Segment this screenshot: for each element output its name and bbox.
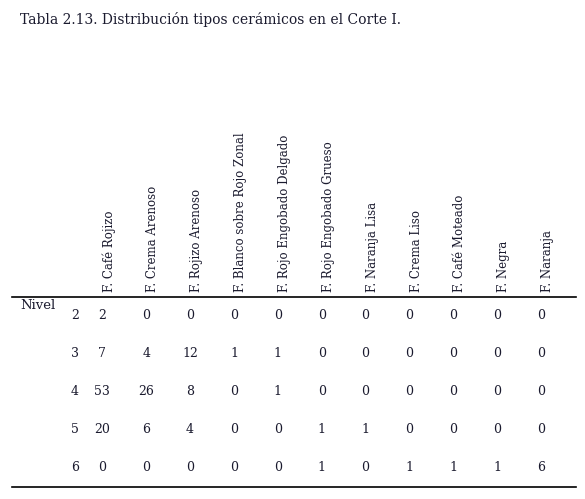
Text: 4: 4 — [142, 347, 150, 360]
Text: 0: 0 — [318, 347, 326, 360]
Text: 7: 7 — [98, 347, 106, 360]
Text: 0: 0 — [318, 385, 326, 398]
Text: 8: 8 — [186, 385, 194, 398]
Text: 1: 1 — [274, 347, 282, 360]
Text: 0: 0 — [405, 423, 414, 436]
Text: 0: 0 — [537, 347, 545, 360]
Text: 0: 0 — [274, 309, 282, 322]
Text: 1: 1 — [449, 461, 457, 474]
Text: 0: 0 — [449, 347, 457, 360]
Text: 0: 0 — [318, 309, 326, 322]
Text: 0: 0 — [405, 309, 414, 322]
Text: 0: 0 — [142, 461, 150, 474]
Text: 6: 6 — [71, 461, 79, 474]
Text: 12: 12 — [182, 347, 198, 360]
Text: 1: 1 — [318, 423, 326, 436]
Text: 1: 1 — [405, 461, 414, 474]
Text: 0: 0 — [537, 385, 545, 398]
Text: 0: 0 — [186, 461, 194, 474]
Text: 2: 2 — [71, 309, 79, 322]
Text: 0: 0 — [98, 461, 106, 474]
Text: 0: 0 — [230, 309, 238, 322]
Text: 6: 6 — [537, 461, 545, 474]
Text: 1: 1 — [493, 461, 501, 474]
Text: 0: 0 — [493, 423, 501, 436]
Text: 0: 0 — [537, 423, 545, 436]
Text: 0: 0 — [493, 385, 501, 398]
Text: 1: 1 — [362, 423, 370, 436]
Text: 1: 1 — [230, 347, 238, 360]
Text: 0: 0 — [230, 461, 238, 474]
Text: 0: 0 — [405, 347, 414, 360]
Text: 0: 0 — [186, 309, 194, 322]
Text: 0: 0 — [142, 309, 150, 322]
Text: F. Café Moteado: F. Café Moteado — [453, 195, 466, 292]
Text: 0: 0 — [362, 461, 370, 474]
Text: F. Naranja Lisa: F. Naranja Lisa — [366, 202, 378, 292]
Text: F. Rojizo Arenoso: F. Rojizo Arenoso — [190, 189, 203, 292]
Text: 0: 0 — [362, 347, 370, 360]
Text: 4: 4 — [186, 423, 194, 436]
Text: 2: 2 — [98, 309, 106, 322]
Text: 0: 0 — [274, 461, 282, 474]
Text: 20: 20 — [94, 423, 111, 436]
Text: 1: 1 — [274, 385, 282, 398]
Text: 4: 4 — [71, 385, 79, 398]
Text: F. Crema Liso: F. Crema Liso — [410, 210, 422, 292]
Text: 6: 6 — [142, 423, 150, 436]
Text: 0: 0 — [449, 423, 457, 436]
Text: F. Café Rojizo: F. Café Rojizo — [102, 211, 116, 292]
Text: 0: 0 — [449, 309, 457, 322]
Text: 0: 0 — [537, 309, 545, 322]
Text: 0: 0 — [405, 385, 414, 398]
Text: 0: 0 — [493, 309, 501, 322]
Text: 0: 0 — [362, 309, 370, 322]
Text: Tabla 2.13. Distribución tipos cerámicos en el Corte I.: Tabla 2.13. Distribución tipos cerámicos… — [20, 12, 401, 27]
Text: F. Negra: F. Negra — [497, 241, 510, 292]
Text: F. Rojo Engobado Delgado: F. Rojo Engobado Delgado — [278, 135, 291, 292]
Text: 3: 3 — [71, 347, 79, 360]
Text: F. Rojo Engobado Grueso: F. Rojo Engobado Grueso — [322, 141, 335, 292]
Text: 26: 26 — [138, 385, 154, 398]
Text: 5: 5 — [71, 423, 79, 436]
Text: 0: 0 — [230, 385, 238, 398]
Text: F. Blanco sobre Rojo Zonal: F. Blanco sobre Rojo Zonal — [234, 132, 247, 292]
Text: 1: 1 — [318, 461, 326, 474]
Text: Nivel: Nivel — [20, 299, 56, 312]
Text: F. Naranja: F. Naranja — [541, 230, 554, 292]
Text: 0: 0 — [449, 385, 457, 398]
Text: F. Crema Arenoso: F. Crema Arenoso — [146, 186, 159, 292]
Text: 0: 0 — [230, 423, 238, 436]
Text: 0: 0 — [493, 347, 501, 360]
Text: 0: 0 — [274, 423, 282, 436]
Text: 53: 53 — [94, 385, 111, 398]
Text: 0: 0 — [362, 385, 370, 398]
